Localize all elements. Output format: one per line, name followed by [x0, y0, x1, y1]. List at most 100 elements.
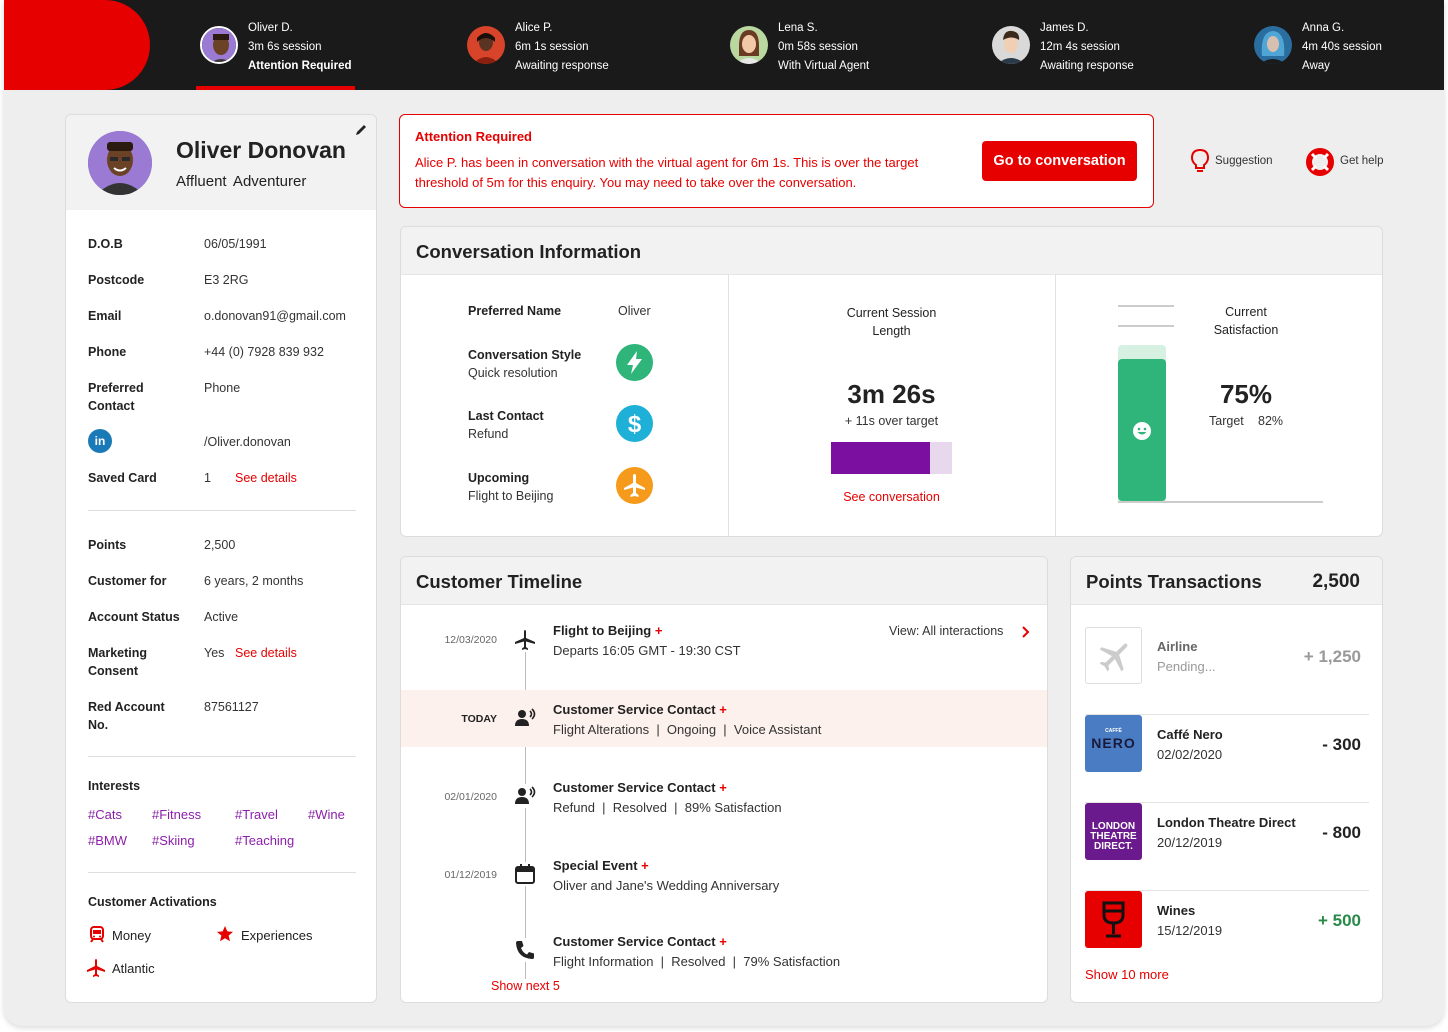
timeline-title-text: Customer Service Contact: [553, 702, 716, 717]
interest-tag[interactable]: #BMW: [88, 833, 127, 848]
session-tab-alice[interactable]: Alice P. 6m 1s session Awaiting response: [467, 0, 677, 90]
alert-title: Attention Required: [415, 129, 532, 144]
interest-tag[interactable]: #Cats: [88, 807, 122, 822]
interest-tag[interactable]: #Wine: [308, 807, 345, 822]
airline-logo-icon: [1085, 627, 1142, 684]
session-status: With Virtual Agent: [778, 60, 870, 72]
timeline-item-subtitle: Flight Alterations | Ongoing | Voice Ass…: [553, 722, 822, 737]
red-account-value: 87561127: [204, 700, 259, 714]
interest-tag[interactable]: #Travel: [235, 807, 278, 822]
transaction-row[interactable]: LONDON THEATRE DIRECT. London Theatre Di…: [1085, 803, 1369, 891]
session-tab-lena[interactable]: Lena S. 0m 58s session With Virtual Agen…: [730, 0, 940, 90]
session-length: 4m 40s session: [1302, 41, 1382, 53]
lightbulb-icon[interactable]: [1189, 148, 1211, 174]
last-contact-label: Last Contact: [468, 409, 544, 423]
suggestion-link[interactable]: Suggestion: [1215, 155, 1273, 167]
expand-plus-icon[interactable]: +: [719, 702, 727, 717]
conversation-style-label: Conversation Style: [468, 348, 582, 362]
logo-text: LONDON THEATRE DIRECT.: [1090, 821, 1137, 852]
last-contact-value: Refund: [468, 427, 509, 441]
linkedin-icon[interactable]: in: [88, 429, 112, 453]
star-icon: [216, 925, 234, 943]
expand-plus-icon[interactable]: +: [654, 623, 663, 638]
dollar-icon: $: [616, 405, 653, 442]
points-label: Points: [88, 538, 127, 552]
timeline-item-title[interactable]: Flight to Beijing +: [553, 623, 662, 638]
session-name: Alice P.: [515, 22, 553, 34]
go-to-conversation-button[interactable]: Go to conversation: [982, 141, 1137, 181]
timeline-item-title[interactable]: Customer Service Contact +: [553, 780, 727, 795]
divider: [1055, 275, 1056, 536]
show-more-link[interactable]: Show 10 more: [1085, 967, 1169, 982]
expand-plus-icon[interactable]: +: [641, 858, 649, 873]
divider: [88, 510, 356, 511]
customer-profile-card: Oliver Donovan Affluent Adventurer D.O.B…: [65, 114, 377, 1003]
linkedin-value: /Oliver.donovan: [204, 435, 291, 449]
avatar: [200, 26, 238, 64]
svg-text:$: $: [628, 411, 642, 438]
gauge-tick: [1118, 325, 1174, 327]
show-next-link[interactable]: Show next 5: [489, 979, 562, 993]
divider: [88, 872, 356, 873]
saved-card-label: Saved Card: [88, 471, 157, 485]
interest-tag[interactable]: #Fitness: [152, 807, 202, 822]
section-title: Points Transactions: [1086, 571, 1262, 592]
account-status-label: Account Status: [88, 610, 180, 624]
session-title-line: Length: [872, 324, 911, 338]
lifebuoy-icon[interactable]: [1306, 148, 1334, 176]
expand-plus-icon[interactable]: +: [719, 934, 727, 949]
timeline-item-title[interactable]: Customer Service Contact +: [553, 934, 727, 949]
expand-plus-icon[interactable]: +: [719, 780, 727, 795]
preferred-contact-label: Preferred Contact: [88, 381, 144, 413]
attention-alert: Attention Required Alice P. has been in …: [399, 114, 1154, 208]
avatar: [467, 26, 505, 64]
satisfaction-title-line: Satisfaction: [1213, 323, 1279, 337]
session-length: 0m 58s session: [778, 41, 858, 53]
plane-icon: [513, 628, 537, 652]
marketing-see-details-link[interactable]: See details: [235, 646, 297, 660]
avatar: [992, 26, 1030, 64]
session-status: Away: [1302, 60, 1330, 72]
session-tab-james[interactable]: James D. 12m 4s session Awaiting respons…: [992, 0, 1202, 90]
edit-icon[interactable]: [354, 123, 368, 137]
saved-card-value: 1: [204, 471, 211, 485]
plane-icon: [616, 467, 653, 504]
session-tab-anna[interactable]: Anna G. 4m 40s session Away: [1254, 0, 1444, 90]
transaction-name: London Theatre Direct: [1157, 815, 1296, 830]
divider: [728, 275, 729, 536]
transaction-date: 02/02/2020: [1157, 747, 1223, 762]
session-tab-oliver[interactable]: Oliver D. 3m 6s session Attention Requir…: [196, 0, 410, 90]
customer-segment: Affluent Adventurer: [176, 173, 307, 190]
lightning-icon: [616, 344, 653, 381]
chevron-right-icon[interactable]: [1021, 625, 1031, 638]
timeline-item-subtitle: Oliver and Jane's Wedding Anniversary: [553, 878, 780, 893]
activations-title: Customer Activations: [88, 895, 217, 909]
interest-tag[interactable]: #Teaching: [235, 833, 295, 848]
satisfaction-value: 75%: [1219, 379, 1273, 409]
logo-small-text: CAFFÈ: [1105, 728, 1122, 734]
transaction-name: Wines: [1157, 903, 1196, 918]
view-all-interactions-link[interactable]: View: All interactions: [889, 624, 1004, 638]
saved-card-see-details-link[interactable]: See details: [235, 471, 297, 485]
session-status: Awaiting response: [515, 60, 609, 72]
transaction-date: 20/12/2019: [1157, 835, 1223, 850]
transaction-row[interactable]: CAFFÈ NERO Caffé Nero 02/02/2020 - 300: [1085, 715, 1369, 803]
session-name: Oliver D.: [248, 22, 293, 34]
timeline-item-subtitle: Refund | Resolved | 89% Satisfaction: [553, 800, 782, 815]
get-help-link[interactable]: Get help: [1340, 155, 1384, 167]
activation-label: Experiences: [241, 928, 313, 943]
alert-message: Alice P. has been in conversation with t…: [415, 155, 919, 190]
session-bar: Oliver D. 3m 6s session Attention Requir…: [4, 0, 1444, 90]
transaction-row[interactable]: Wines 15/12/2019 + 500: [1085, 891, 1369, 961]
session-name: Lena S.: [778, 22, 818, 34]
timeline-item-title[interactable]: Customer Service Contact +: [553, 702, 727, 717]
session-name: James D.: [1040, 22, 1089, 34]
transaction-amount: - 800: [1322, 823, 1361, 842]
timeline-item-title[interactable]: Special Event +: [553, 858, 649, 873]
points-value: 2,500: [204, 538, 236, 552]
satisfaction-panel: Current Satisfaction 75% Target 82%: [1056, 275, 1382, 536]
see-conversation-link[interactable]: See conversation: [843, 490, 940, 504]
smiley-icon: [1132, 421, 1152, 441]
transaction-row[interactable]: Airline Pending... + 1,250: [1085, 627, 1369, 715]
interest-tag[interactable]: #Skiing: [152, 833, 195, 848]
